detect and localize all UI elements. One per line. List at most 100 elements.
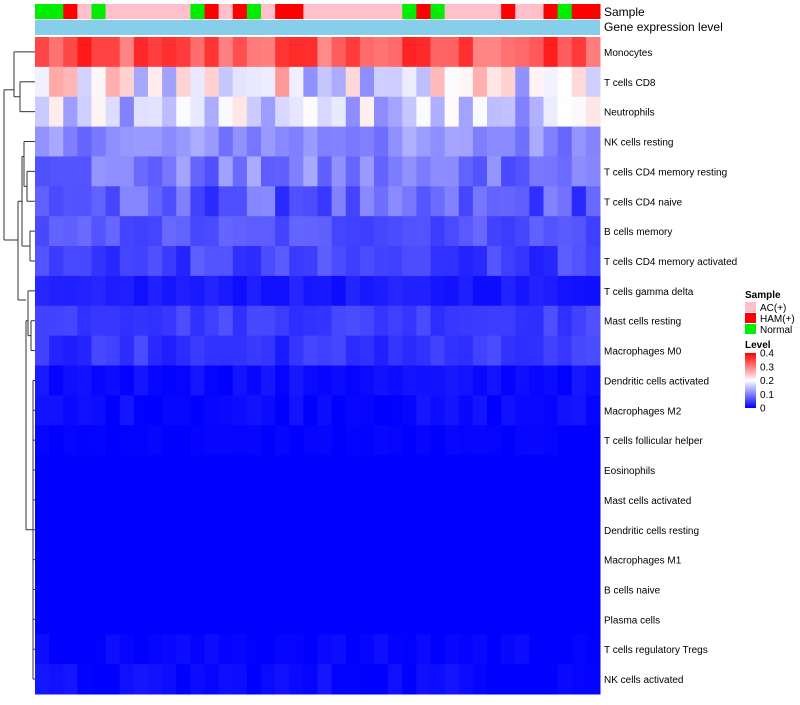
- heatmap-cell: [91, 455, 107, 486]
- heatmap-cell: [571, 156, 587, 187]
- heatmap-cell: [63, 395, 78, 426]
- heatmap-cell: [218, 216, 234, 247]
- heatmap-cell: [345, 514, 361, 546]
- heatmap-cell: [487, 156, 502, 187]
- heatmap-cell: [261, 455, 276, 486]
- heatmap-cell: [444, 544, 460, 576]
- heatmap-cell: [119, 156, 135, 187]
- heatmap-cell: [261, 305, 276, 337]
- heatmap-cell: [543, 365, 559, 396]
- heatmap-cell: [77, 305, 92, 337]
- heatmap-cell: [91, 604, 107, 635]
- heatmap-cell: [472, 66, 488, 98]
- heatmap-cell: [529, 634, 544, 665]
- heatmap-cell: [585, 514, 601, 546]
- heatmap-cell: [49, 395, 64, 426]
- row-label: B cells memory: [604, 227, 672, 238]
- heatmap-cell: [317, 484, 333, 516]
- heatmap-cell: [557, 37, 573, 68]
- heatmap-cell: [190, 246, 205, 277]
- heatmap-cell: [345, 604, 361, 635]
- heatmap-cell: [317, 126, 333, 157]
- heatmap-cell: [303, 335, 318, 366]
- heatmap-cell: [374, 365, 389, 396]
- heatmap-cell: [585, 365, 601, 396]
- heatmap-cell: [515, 246, 530, 277]
- heatmap-cell: [176, 335, 191, 366]
- heatmap-cell: [557, 126, 573, 157]
- heatmap-cell: [105, 544, 121, 576]
- heatmap-cell: [331, 275, 347, 307]
- heatmap-cell: [303, 514, 318, 546]
- heatmap-cell: [585, 305, 601, 337]
- heatmap-cell: [585, 574, 601, 605]
- heatmap-cell: [176, 126, 191, 157]
- heatmap-cell: [35, 126, 50, 157]
- heatmap-cell: [218, 664, 234, 695]
- heatmap-cell: [388, 126, 403, 157]
- heatmap-cell: [430, 484, 446, 516]
- heatmap-cell: [402, 305, 417, 337]
- sample-annotation-cell: [487, 4, 502, 19]
- heatmap-cell: [585, 544, 601, 576]
- heatmap-cell: [388, 395, 403, 426]
- heatmap-cell: [515, 574, 530, 605]
- heatmap-cell: [501, 37, 516, 68]
- heatmap-cell: [133, 96, 149, 128]
- heatmap-cell: [133, 574, 149, 605]
- heatmap-cell: [487, 216, 502, 247]
- heatmap-cell: [162, 216, 177, 247]
- heatmap-cell: [345, 395, 361, 426]
- heatmap-cell: [585, 484, 601, 516]
- heatmap-cell: [303, 186, 318, 217]
- heatmap-cell: [543, 96, 559, 128]
- heatmap-cell: [204, 634, 220, 665]
- heatmap-cell: [543, 484, 559, 516]
- heatmap-cell: [119, 96, 135, 128]
- heatmap-cell: [571, 395, 587, 426]
- heatmap-cell: [402, 216, 417, 247]
- heatmap-cell: [148, 365, 163, 396]
- heatmap-cell: [289, 335, 304, 366]
- heatmap-cell: [501, 425, 516, 456]
- heatmap-cell: [289, 37, 304, 68]
- heatmap-cell: [487, 514, 502, 546]
- heatmap-cell: [63, 96, 78, 128]
- heatmap-cell: [148, 216, 163, 247]
- heatmap-cell: [232, 574, 248, 605]
- heatmap-cell: [133, 664, 149, 695]
- heatmap-cell: [204, 365, 220, 396]
- heatmap-cell: [162, 66, 177, 98]
- heatmap-cell: [77, 66, 92, 98]
- heatmap-cell: [162, 335, 177, 366]
- heatmap-cell: [515, 514, 530, 546]
- heatmap-cell: [529, 664, 544, 695]
- heatmap-cells: [35, 37, 601, 695]
- heatmap-cell: [374, 634, 389, 665]
- heatmap-cell: [105, 96, 121, 128]
- heatmap-cell: [190, 335, 205, 366]
- heatmap-cell: [218, 156, 234, 187]
- heatmap-cell: [275, 66, 290, 98]
- heatmap-cell: [557, 186, 573, 217]
- sample-annotation-cell: [246, 4, 262, 19]
- heatmap-cell: [487, 96, 502, 128]
- heatmap-cell: [359, 66, 375, 98]
- heatmap-cell: [359, 335, 375, 366]
- heatmap-cell: [331, 156, 347, 187]
- heatmap-cell: [289, 66, 304, 98]
- heatmap-cell: [289, 634, 304, 665]
- sample-annotation-cell: [444, 4, 460, 19]
- row-label: Macrophages M2: [604, 406, 682, 417]
- heatmap-cell: [472, 425, 488, 456]
- heatmap-cell: [416, 186, 431, 217]
- heatmap-cell: [303, 604, 318, 635]
- heatmap-cell: [458, 395, 474, 426]
- heatmap-cell: [557, 455, 573, 486]
- heatmap-cell: [529, 275, 544, 307]
- heatmap-cell: [345, 186, 361, 217]
- heatmap-cell: [218, 604, 234, 635]
- row-label: Plasma cells: [604, 615, 660, 626]
- heatmap-cell: [275, 514, 290, 546]
- heatmap-cell: [416, 395, 431, 426]
